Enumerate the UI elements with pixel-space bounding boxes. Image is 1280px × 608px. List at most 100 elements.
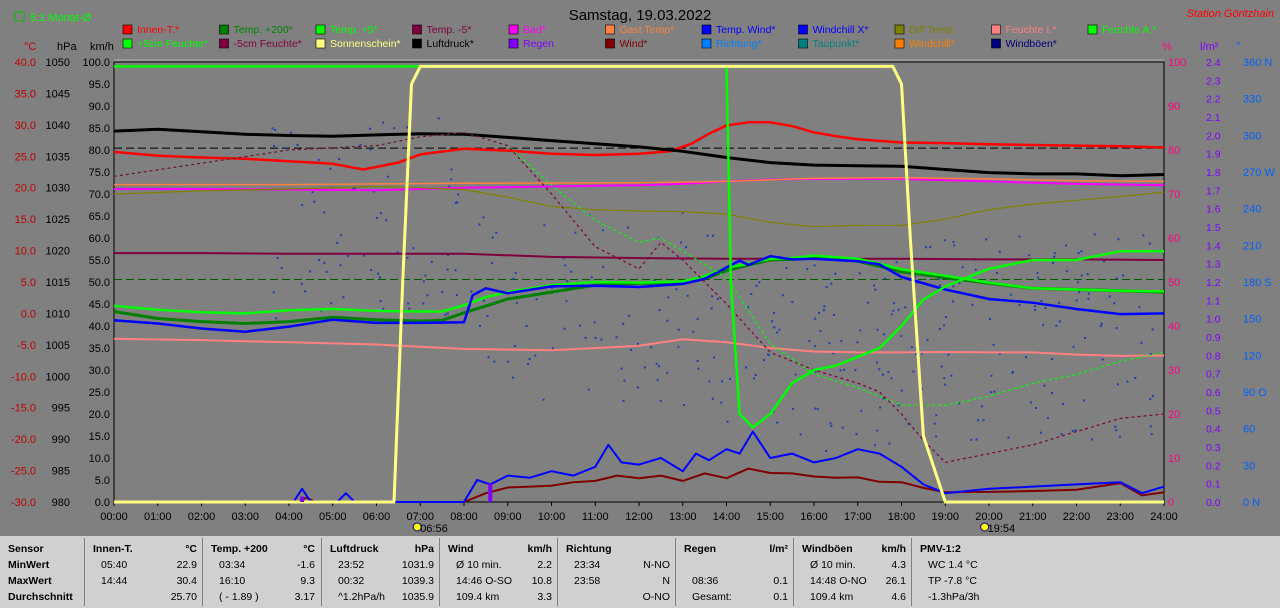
legend-label: Bad* [523, 24, 546, 36]
direction-tick-label: 150 [1243, 314, 1261, 326]
rain-tick-label: 0.9 [1206, 332, 1221, 344]
direction-point [711, 397, 714, 400]
legend-label: Temp. Wind* [716, 24, 776, 36]
sunrise-label: 06:56 [420, 523, 448, 533]
wind-tick-label: 55.0 [89, 255, 110, 267]
group-value: N [662, 575, 670, 587]
direction-point [755, 284, 758, 287]
direction-point [1150, 433, 1153, 436]
direction-point [412, 247, 415, 250]
direction-point [856, 341, 859, 344]
rain-tick-label: 1.8 [1206, 167, 1221, 179]
rain-tick-label: 1.5 [1206, 222, 1221, 234]
pressure-tick-label: 1050 [46, 57, 70, 69]
rain-tick-label: 0.2 [1206, 460, 1221, 472]
direction-point [296, 143, 299, 146]
direction-point [1051, 392, 1054, 395]
direction-point [989, 391, 992, 394]
direction-point [943, 324, 946, 327]
rain-tick-label: 0.8 [1206, 350, 1221, 362]
direction-point [1087, 292, 1090, 295]
direction-point [515, 301, 518, 304]
direction-point [1108, 295, 1111, 298]
column-separator [439, 538, 440, 606]
rain-tick-label: 1.4 [1206, 240, 1221, 252]
series-line-gast-temp [114, 176, 1165, 186]
direction-point [939, 284, 942, 287]
direction-point [542, 398, 545, 401]
direction-point [1151, 395, 1154, 398]
x-tick-label: 15:00 [756, 511, 784, 523]
direction-point [1115, 277, 1118, 280]
legend-swatch [508, 24, 519, 35]
direction-point [825, 286, 828, 289]
rain-tick-label: 2.3 [1206, 75, 1221, 87]
direction-point [629, 348, 632, 351]
direction-point [1149, 398, 1152, 401]
temp-tick-label: -25.0 [11, 466, 36, 478]
direction-point [528, 358, 531, 361]
column-separator [911, 538, 912, 606]
direction-point [920, 387, 923, 390]
wind-tick-label: 45.0 [89, 299, 110, 311]
direction-point [1055, 324, 1058, 327]
direction-point [275, 317, 278, 320]
group-time: 109.4 km [456, 591, 500, 603]
temp-tick-label: -10.0 [11, 371, 36, 383]
legend-swatch [701, 24, 712, 35]
direction-point [579, 324, 582, 327]
group-unit: km/h [881, 543, 906, 555]
group-title: Wind [448, 543, 474, 555]
direction-point [1087, 297, 1090, 300]
direction-point [437, 117, 440, 120]
direction-point [914, 275, 917, 278]
legend-label: Diff Temp. [909, 24, 956, 36]
direction-point [910, 346, 913, 349]
direction-point [692, 330, 695, 333]
direction-point [933, 422, 936, 425]
direction-point [1051, 261, 1054, 264]
wind-tick-label: 100.0 [82, 57, 110, 69]
pressure-tick-label: 1035 [46, 151, 70, 163]
direction-point [658, 365, 661, 368]
direction-point [1084, 336, 1087, 339]
series-line-innen-t [113, 121, 1165, 171]
x-tick-label: 20:00 [975, 511, 1003, 523]
direction-point [814, 345, 817, 348]
direction-point [450, 168, 453, 171]
group-value: O-NO [642, 591, 670, 603]
summary-table: Sensor MinWert MaxWert Durchschnitt Innen-T.… [0, 536, 1280, 608]
direction-point [446, 312, 449, 315]
group-time: Ø 10 min. [456, 559, 502, 571]
temp-tick-label: 10.0 [15, 246, 36, 258]
pressure-tick-label: 990 [52, 434, 70, 446]
temp-tick-label: -20.0 [11, 434, 36, 446]
wind-tick-label: 0.0 [95, 497, 110, 509]
wind-tick-label: 10.0 [89, 453, 110, 465]
direction-point [513, 344, 516, 347]
direction-point [841, 426, 844, 429]
direction-point [658, 308, 661, 311]
group-title: Windböen [802, 543, 853, 555]
direction-point [311, 191, 314, 194]
direction-point [882, 397, 885, 400]
direction-point [551, 347, 554, 350]
chart-title: Samstag, 19.03.2022 [569, 7, 712, 24]
direction-point [622, 322, 625, 325]
group-time: 03:34 [219, 559, 246, 571]
direction-point [478, 325, 481, 328]
direction-point [1099, 325, 1102, 328]
direction-point [566, 280, 569, 283]
direction-point [457, 193, 460, 196]
direction-point [990, 374, 993, 377]
temp-tick-label: 0.0 [21, 308, 36, 320]
mode-checkbox[interactable] [14, 11, 25, 22]
direction-point [970, 438, 973, 441]
direction-point [636, 342, 639, 345]
direction-point [666, 319, 669, 322]
pressure-tick-label: 1025 [46, 214, 70, 226]
group-time: 14:44 [101, 575, 128, 587]
direction-point [1118, 435, 1121, 438]
direction-point [771, 320, 774, 323]
direction-point [874, 288, 877, 291]
